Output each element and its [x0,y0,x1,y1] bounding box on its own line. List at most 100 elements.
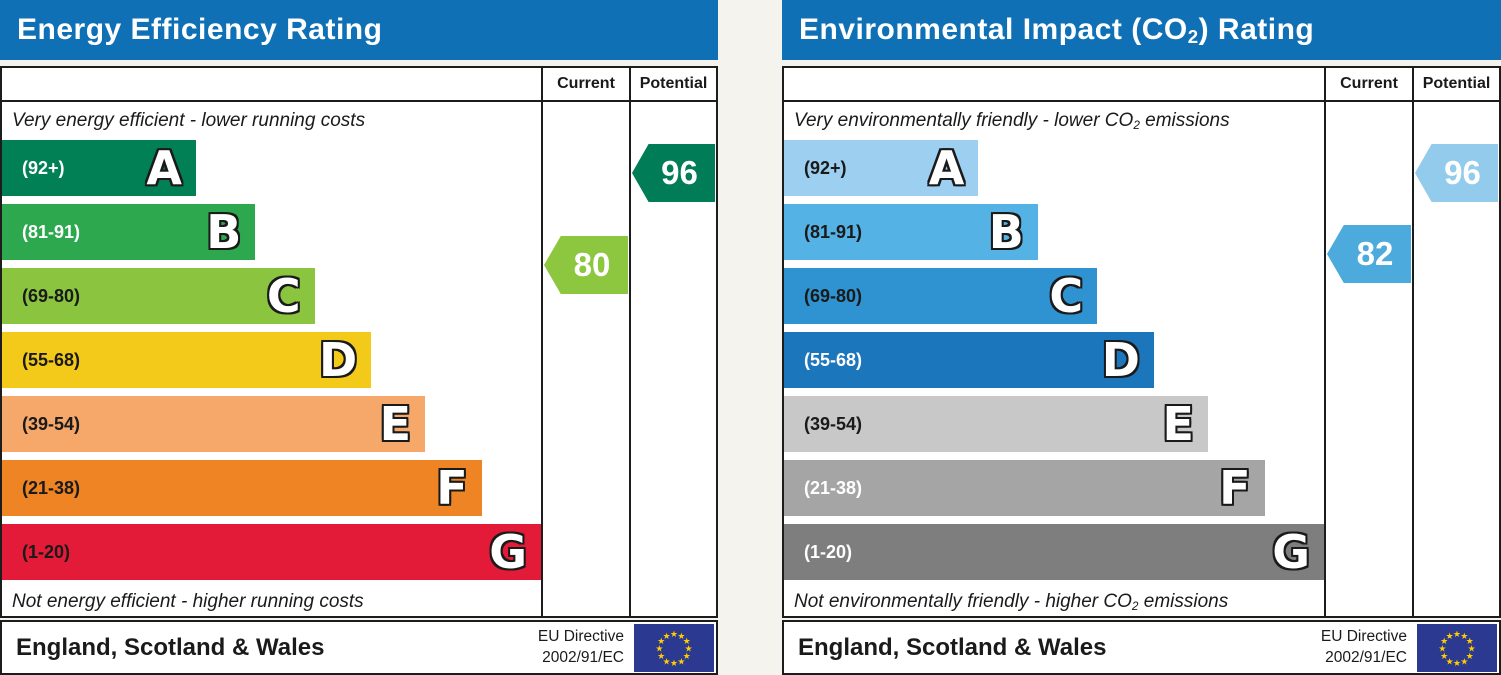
panel-title-subscript: 2 [1187,26,1199,48]
top-caption-text: Very environmentally friendly - lower CO [794,110,1134,131]
chart-body: Very energy efficient - lower running co… [2,102,716,616]
svg-text:★: ★ [677,657,685,667]
band-c-letter: C [1049,269,1084,323]
top-caption: Very energy efficient - lower running co… [2,102,541,140]
svg-text:★: ★ [1438,644,1446,654]
energy-efficiency-panel: Energy Efficiency Rating Current Potenti… [0,0,718,675]
panel-title-text-end: ) Rating [1198,13,1315,46]
environmental-impact-panel: Environmental Impact (CO2) Rating Curren… [782,0,1501,675]
rating-chart: Current Potential Very environmentally f… [782,66,1501,618]
band-e-bar: (39-54) E [2,396,426,452]
band-f-letter: F [1219,461,1251,515]
potential-rating-arrow: 96 [1415,144,1498,202]
potential-column: 96 [1412,102,1499,616]
panel-title-text: Environmental Impact (CO [799,13,1188,46]
svg-text:★: ★ [657,651,665,661]
svg-text:★: ★ [670,629,678,639]
svg-text:★: ★ [1446,657,1454,667]
panel-title: Environmental Impact (CO2) Rating [782,0,1501,60]
svg-text:★: ★ [1440,637,1448,647]
bottom-caption-text: Not energy efficient - higher running co… [12,591,364,612]
band-f-range: (21-38) [804,477,863,498]
svg-text:★: ★ [663,657,671,667]
chart-body: Very environmentally friendly - lower CO… [784,102,1499,616]
eu-directive-line1: EU Directive [537,628,624,646]
bands-area: Very environmentally friendly - lower CO… [784,102,1324,616]
header-spacer [2,68,541,100]
svg-text:★: ★ [1460,631,1468,641]
bottom-caption-text-end: emissions [1138,591,1229,612]
eu-directive-line2: 2002/91/EC [1325,648,1407,666]
svg-text:★: ★ [1466,651,1474,661]
panel-footer: England, Scotland & Wales EU Directive 2… [0,620,718,675]
eu-directive-label: EU Directive 2002/91/EC [1321,627,1407,667]
svg-text:★: ★ [677,631,685,641]
svg-text:★: ★ [1460,657,1468,667]
rating-chart: Current Potential Very energy efficient … [0,66,718,618]
svg-text:★: ★ [683,651,691,661]
band-e-range: (39-54) [22,413,81,434]
band-d-letter: D [319,333,358,387]
band-d-letter: D [1101,333,1140,387]
svg-text:★: ★ [1453,659,1461,669]
band-f-letter: F [436,461,468,515]
band-e-range: (39-54) [804,413,863,434]
eu-flag-icon: ★ ★★ ★★★ ★★★ ★★★ [634,623,714,672]
band-f-bar: (21-38) F [784,460,1265,516]
band-g-range: (1-20) [22,541,71,562]
band-b-range: (81-91) [804,221,863,242]
band-a-letter: A [928,141,965,195]
eu-directive-line1: EU Directive [1320,628,1407,646]
band-a-range: (92+) [804,157,847,178]
current-column: 82 [1324,102,1412,616]
band-d-bar: (55-68) D [784,332,1154,388]
top-caption-subscript: 2 [1133,118,1140,132]
potential-column-header: Potential [629,68,716,100]
band-d-range: (55-68) [804,349,863,370]
column-header-row: Current Potential [784,68,1499,102]
band-f-range: (21-38) [22,477,81,498]
region-label: England, Scotland & Wales [16,633,325,661]
panel-title: Energy Efficiency Rating [0,0,718,60]
svg-text:★: ★ [685,644,693,654]
bands-area: Very energy efficient - lower running co… [2,102,541,616]
band-g-bar: (1-20) G [2,524,541,580]
current-column: 80 [541,102,629,616]
eu-flag-icon: ★ ★★ ★★★ ★★★ ★★★ [1417,623,1497,672]
current-rating-arrow: 80 [544,236,628,294]
bottom-caption-text: Not environmentally friendly - higher CO [794,591,1132,612]
band-g-range: (1-20) [804,541,853,562]
svg-text:★: ★ [655,644,663,654]
region-label: England, Scotland & Wales [798,633,1107,661]
band-c-range: (69-80) [804,285,863,306]
band-a-range: (92+) [22,157,65,178]
band-g-letter: G [1272,525,1310,579]
band-d-range: (55-68) [22,349,81,370]
svg-text:★: ★ [683,637,691,647]
band-g-bar: (1-20) G [784,524,1324,580]
svg-text:★: ★ [663,631,671,641]
band-e-letter: E [379,397,412,451]
potential-column-header: Potential [1412,68,1499,100]
svg-text:★: ★ [1453,629,1461,639]
band-a-bar: (92+) A [2,140,197,196]
band-c-bar: (69-80) C [784,268,1098,324]
current-column-header: Current [541,68,629,100]
header-spacer [784,68,1324,100]
band-b-bar: (81-91) B [2,204,256,260]
band-e-bar: (39-54) E [784,396,1208,452]
band-c-range: (69-80) [22,285,81,306]
bottom-caption-subscript: 2 [1131,599,1139,613]
svg-text:★: ★ [1466,637,1474,647]
potential-column: 96 [629,102,716,616]
band-b-range: (81-91) [22,221,81,242]
band-e-letter: E [1162,397,1194,451]
band-b-letter: B [988,205,1024,259]
top-caption: Very environmentally friendly - lower CO… [784,102,1324,140]
band-b-letter: B [206,205,242,259]
svg-text:★: ★ [1468,644,1476,654]
band-g-letter: G [489,525,527,579]
bottom-caption: Not energy efficient - higher running co… [2,588,541,616]
band-c-bar: (69-80) C [2,268,315,324]
svg-text:★: ★ [657,637,665,647]
